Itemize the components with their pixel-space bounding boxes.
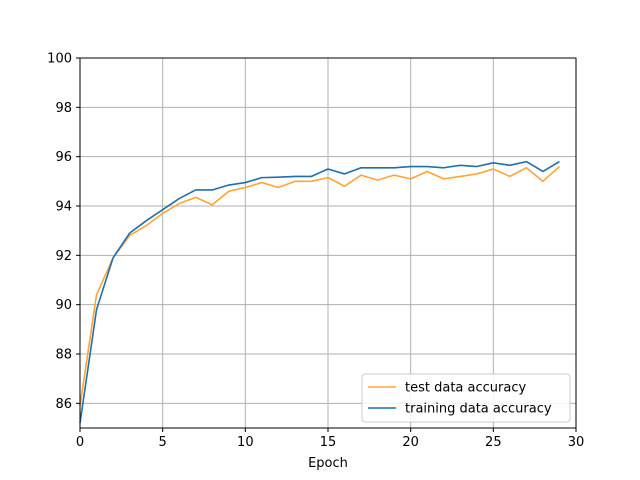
x-tick-label: 0	[76, 435, 84, 450]
series-line-test-accuracy	[79, 165, 561, 406]
x-tick-label: 5	[159, 435, 167, 450]
x-tick-label: 10	[237, 435, 254, 450]
series-line-training-accuracy	[79, 160, 560, 424]
legend-label: training data accuracy	[405, 402, 552, 417]
x-tick-label: 25	[485, 435, 502, 450]
y-tick-label: 88	[55, 348, 72, 363]
series-layer	[79, 160, 561, 424]
legend-box	[361, 373, 571, 423]
x-tick-label: 15	[320, 435, 337, 450]
y-tick-label: 98	[55, 101, 72, 116]
y-tick-label: 100	[47, 52, 72, 67]
y-axis-ticks: 86 88 90 92 94 96 98 100	[47, 52, 80, 412]
x-tick-label: 20	[402, 435, 419, 450]
y-tick-label: 86	[55, 397, 72, 412]
y-tick-label: 96	[55, 150, 72, 165]
legend: test data accuracy training data accuracy	[361, 373, 571, 423]
y-tick-label: 90	[55, 298, 72, 313]
x-axis-ticks: 0 5 10 15 20 25 30	[76, 428, 584, 450]
y-tick-label: 92	[55, 249, 72, 264]
legend-label: test data accuracy	[405, 381, 526, 396]
x-tick-label: 30	[568, 435, 585, 450]
x-axis-title: Epoch	[308, 456, 348, 471]
y-tick-label: 94	[55, 200, 72, 215]
